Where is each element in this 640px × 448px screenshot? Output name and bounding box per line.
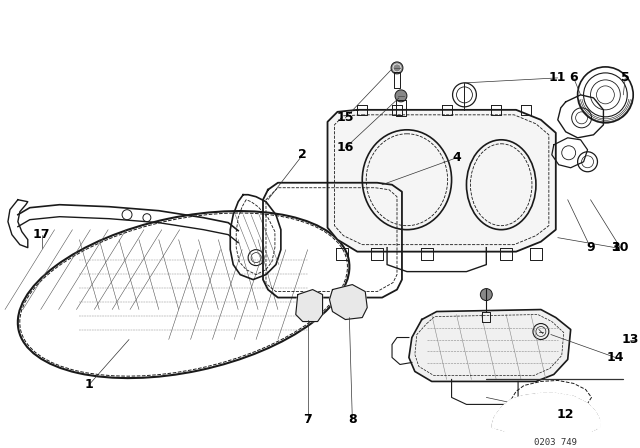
Text: 17: 17 bbox=[33, 228, 51, 241]
Text: 13: 13 bbox=[621, 333, 639, 346]
Circle shape bbox=[391, 62, 403, 74]
Circle shape bbox=[395, 90, 407, 102]
Text: 1: 1 bbox=[85, 378, 93, 391]
Circle shape bbox=[481, 289, 492, 301]
Circle shape bbox=[499, 409, 511, 422]
Polygon shape bbox=[8, 200, 28, 248]
Text: 3: 3 bbox=[611, 241, 620, 254]
Polygon shape bbox=[330, 284, 367, 319]
Text: 11: 11 bbox=[549, 71, 566, 84]
Polygon shape bbox=[328, 110, 556, 252]
Text: 10: 10 bbox=[612, 241, 629, 254]
Text: 6: 6 bbox=[570, 71, 578, 84]
Text: 12: 12 bbox=[557, 408, 575, 421]
Polygon shape bbox=[409, 310, 571, 381]
Text: 2: 2 bbox=[298, 148, 307, 161]
Text: 4: 4 bbox=[452, 151, 461, 164]
Polygon shape bbox=[492, 393, 600, 431]
Text: 14: 14 bbox=[607, 351, 624, 364]
Polygon shape bbox=[296, 289, 323, 322]
Text: 7: 7 bbox=[303, 413, 312, 426]
Text: 5: 5 bbox=[621, 71, 630, 84]
Text: 16: 16 bbox=[337, 141, 354, 154]
Text: 15: 15 bbox=[337, 112, 354, 125]
Text: 9: 9 bbox=[586, 241, 595, 254]
Text: 0203 749: 0203 749 bbox=[534, 438, 577, 447]
Text: 8: 8 bbox=[348, 413, 356, 426]
